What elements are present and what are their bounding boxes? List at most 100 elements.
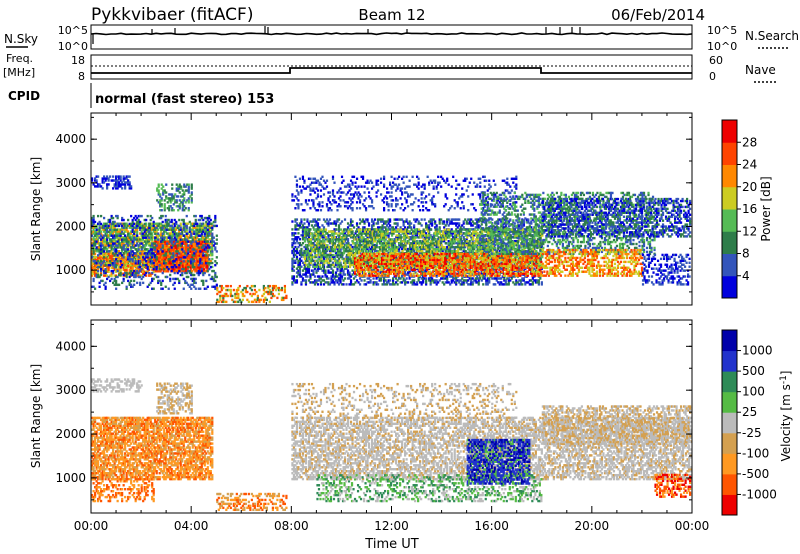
- heatmap-cell: [185, 224, 188, 228]
- heatmap-cell: [231, 294, 234, 298]
- heatmap-cell: [103, 226, 106, 230]
- heatmap-cell: [130, 283, 133, 287]
- heatmap-cell: [174, 270, 177, 273]
- freq-left-tick-bottom: 8: [78, 70, 85, 83]
- heatmap-cell: [148, 254, 151, 258]
- heatmap-cell: [237, 288, 240, 292]
- heatmap-cell: [172, 234, 175, 237]
- heatmap-cell: [133, 253, 136, 257]
- freq-right-tick-bottom: 0: [709, 70, 716, 83]
- heatmap-cell: [121, 228, 124, 231]
- heatmap-cell: [164, 222, 167, 225]
- heatmap-cell: [156, 270, 159, 273]
- heatmap-cell: [271, 292, 275, 296]
- heatmap-cell: [118, 266, 121, 269]
- heatmap-cell: [301, 236, 305, 239]
- heatmap-cell: [116, 222, 119, 226]
- heatmap-cell: [164, 246, 167, 249]
- heatmap-cell: [161, 260, 164, 263]
- heatmap-cell: [292, 253, 296, 257]
- heatmap-cell: [101, 240, 104, 243]
- heatmap-cell: [131, 250, 134, 253]
- heatmap-cell: [119, 175, 122, 178]
- heatmap-cell: [110, 244, 113, 247]
- heatmap-cell: [165, 197, 168, 200]
- heatmap-cell: [151, 262, 154, 265]
- heatmap-cell: [100, 185, 103, 188]
- heatmap-cell: [237, 296, 240, 300]
- heatmap-cell: [206, 262, 209, 265]
- heatmap-cell: [140, 246, 143, 249]
- heatmap-cell: [136, 220, 139, 224]
- heatmap-cell: [156, 254, 159, 257]
- heatmap-cell: [112, 224, 115, 227]
- heatmap-cell: [355, 222, 359, 225]
- heatmap-cell: [92, 224, 95, 227]
- heatmap-cell: [205, 220, 208, 224]
- heatmap-cell: [136, 256, 139, 260]
- heatmap-cell: [91, 224, 94, 228]
- heatmap-cell: [211, 224, 214, 227]
- heatmap-cell: [300, 283, 303, 286]
- heatmap-cell: [125, 266, 128, 269]
- heatmap-cell: [143, 250, 146, 253]
- heatmap-cell: [151, 222, 154, 225]
- heatmap-cell: [155, 270, 158, 273]
- heatmap-cell: [277, 286, 281, 290]
- heatmap-cell: [143, 254, 146, 258]
- heatmap-cell: [215, 262, 218, 265]
- heatmap-cell: [113, 257, 116, 261]
- heatmap-cell: [140, 214, 143, 218]
- heatmap-cell: [192, 268, 195, 271]
- heatmap-cell: [223, 292, 226, 296]
- heatmap-cell: [106, 242, 109, 245]
- heatmap-cell: [157, 238, 160, 241]
- heatmap-cell: [110, 234, 113, 237]
- heatmap-cell: [182, 270, 185, 273]
- heatmap-cell: [145, 222, 148, 225]
- heatmap-cell: [131, 270, 134, 273]
- heatmap-cell: [101, 254, 104, 258]
- heatmap-cell: [119, 254, 122, 258]
- heatmap-cell: [100, 252, 103, 255]
- heatmap-cell: [183, 209, 186, 212]
- heatmap-cell: [285, 294, 288, 298]
- heatmap-cell: [183, 242, 186, 245]
- heatmap-cell: [185, 242, 188, 245]
- heatmap-cell: [195, 270, 198, 273]
- heatmap-cell: [160, 238, 163, 241]
- heatmap-cell: [187, 265, 190, 269]
- heatmap-cell: [98, 224, 101, 227]
- heatmap-cell: [174, 199, 177, 202]
- heatmap-cell: [98, 185, 101, 188]
- heatmap-cell: [216, 300, 219, 304]
- heatmap-cell: [165, 183, 168, 186]
- heatmap-cell: [206, 258, 209, 261]
- heatmap-cell: [206, 269, 209, 273]
- heatmap-cell: [125, 222, 128, 225]
- heatmap-cell: [181, 230, 184, 233]
- heatmap-cell: [292, 265, 296, 268]
- heatmap-cell: [127, 181, 130, 184]
- heatmap-cell: [196, 224, 199, 228]
- heatmap-cell: [262, 288, 265, 292]
- heatmap-cell: [149, 234, 152, 237]
- heatmap-cell: [216, 286, 219, 290]
- heatmap-cell: [155, 267, 158, 271]
- heatmap-cell: [185, 254, 188, 257]
- heatmap-cell: [161, 238, 164, 241]
- heatmap-cell: [168, 256, 171, 259]
- heatmap-cell: [201, 242, 204, 245]
- heatmap-cell: [204, 258, 207, 261]
- heatmap-cell: [246, 284, 249, 288]
- heatmap-cell: [110, 266, 113, 269]
- heatmap-cell: [121, 226, 124, 229]
- heatmap-cell: [136, 266, 139, 269]
- heatmap-cell: [162, 258, 165, 261]
- heatmap-cell: [195, 258, 198, 261]
- cpid-label: CPID: [8, 89, 40, 103]
- heatmap-cell: [193, 214, 196, 218]
- heatmap-cell: [109, 246, 112, 249]
- heatmap-cell: [146, 226, 149, 229]
- heatmap-cell: [143, 218, 146, 222]
